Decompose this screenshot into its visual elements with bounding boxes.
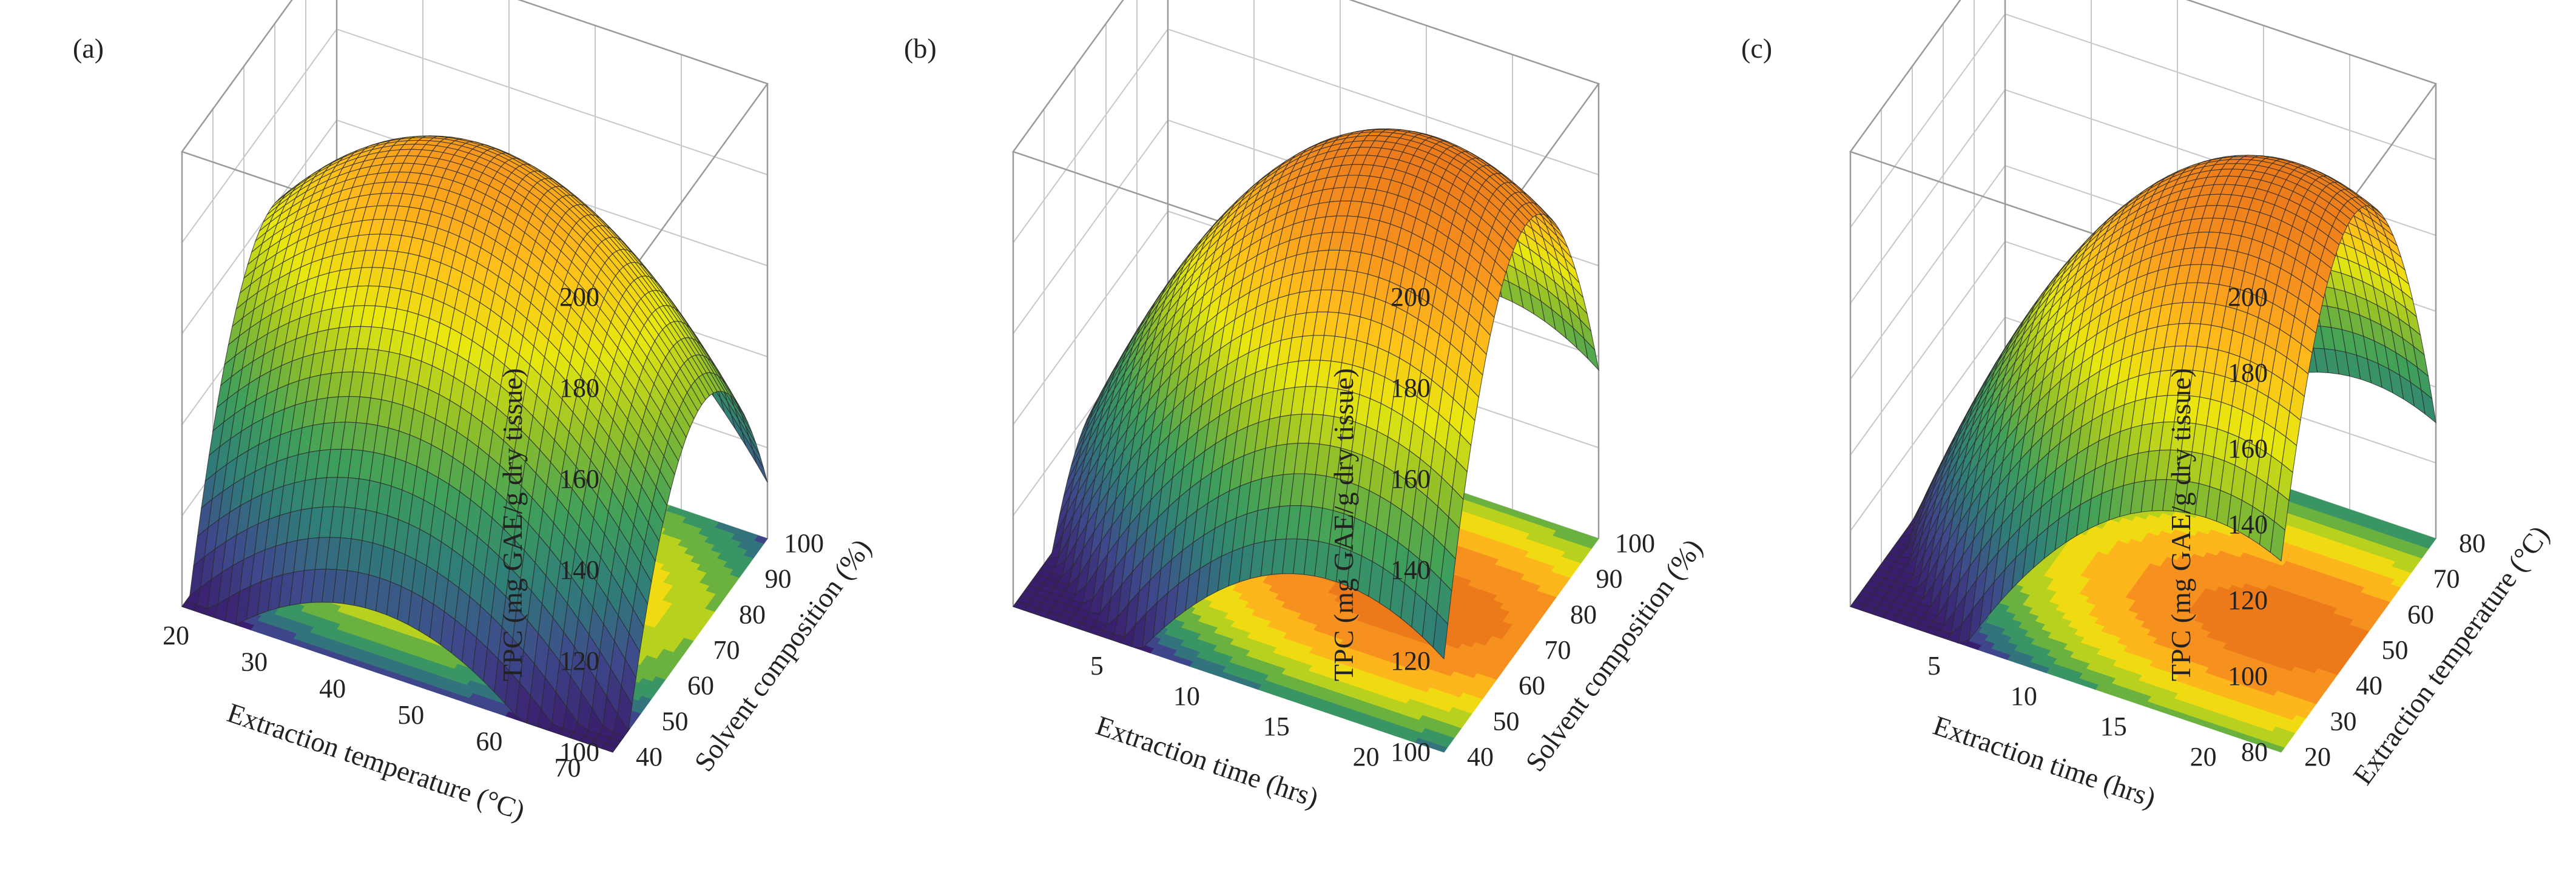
chart-panel-2: 100 120 140 160 180 200 TPC (mg GAE/g dry tiss…	[904, 0, 1708, 813]
x-tick-label: 20	[163, 621, 189, 650]
y-tick-label: 50	[662, 706, 689, 736]
z-tick-label: 120	[2228, 585, 2268, 615]
x-tick-label: 15	[1263, 712, 1290, 741]
z-axis: 100 120 140 160 180 200 TPC (mg GAE/g dry tiss…	[497, 282, 599, 767]
y-tick-label: 60	[687, 671, 714, 701]
surface-mesh	[1850, 155, 2436, 644]
y-tick-label: 70	[2433, 564, 2460, 594]
z-tick-label: 100	[2228, 661, 2268, 691]
z-tick-label: 160	[2228, 434, 2268, 463]
x-tick-label: 5	[1927, 651, 1941, 681]
surface-mesh	[181, 135, 768, 753]
z-tick-label: 140	[2228, 510, 2268, 539]
chart-panel-1: 100 120 140 160 180 200 TPC (mg GAE/g dry tiss…	[73, 0, 877, 826]
y-tick-label: 40	[2356, 671, 2382, 701]
y-tick-label: 80	[2459, 528, 2486, 558]
z-tick-label: 100	[559, 737, 599, 767]
x-tick-label: 30	[241, 647, 268, 677]
z-tick-label: 140	[1391, 555, 1431, 585]
y-tick-label: 20	[2304, 742, 2331, 772]
y-tick-label: 60	[2407, 599, 2434, 629]
y-tick-label: 90	[765, 564, 792, 594]
z-tick-label: 200	[559, 282, 599, 312]
box-top	[1849, 0, 2438, 298]
y-tick-label: 50	[2382, 635, 2409, 665]
y-tick-label: 40	[1467, 742, 1494, 772]
x-tick-label: 10	[1173, 681, 1200, 711]
z-tick-label: 200	[1391, 282, 1431, 312]
x-tick-label: 50	[397, 700, 424, 730]
chart-panel-3: 80 100 120 140 160 180 200 TPC (mg GAE/g dry ti…	[1741, 0, 2555, 813]
x-tick-label: 5	[1090, 651, 1104, 681]
box-top	[1011, 0, 1600, 298]
z-tick-label: 200	[2228, 282, 2268, 312]
panel-label: (b)	[904, 33, 937, 64]
z-tick-label: 120	[1391, 646, 1431, 676]
y-tick-label: 100	[784, 528, 824, 558]
z-tick-label: 120	[559, 646, 599, 676]
y-tick-label: 60	[1519, 671, 1545, 701]
z-tick-label: 180	[559, 373, 599, 403]
x-axis-label: Extraction temperature (°C)	[223, 697, 528, 826]
panel-label: (c)	[1741, 33, 1772, 64]
z-tick-label: 180	[2228, 358, 2268, 388]
z-axis-label: TPC (mg GAE/g dry tissue)	[1328, 368, 1359, 681]
z-tick-label: 160	[559, 464, 599, 494]
x-tick-label: 60	[476, 727, 502, 756]
panel-label: (a)	[73, 33, 104, 64]
z-axis-label: TPC (mg GAE/g dry tissue)	[2165, 368, 2196, 681]
y-tick-label: 70	[713, 635, 740, 665]
y-tick-label: 100	[1615, 528, 1655, 558]
z-tick-label: 140	[559, 555, 599, 585]
x-tick-label: 10	[2011, 681, 2037, 711]
x-tick-label: 20	[2190, 742, 2217, 772]
z-tick-label: 100	[1391, 737, 1431, 767]
z-axis-label: TPC (mg GAE/g dry tissue)	[497, 368, 528, 681]
y-tick-label: 80	[739, 599, 766, 629]
x-tick-label: 40	[319, 673, 346, 703]
grid-line	[1850, 0, 2436, 152]
z-axis: 100 120 140 160 180 200 TPC (mg GAE/g dry tiss…	[1328, 282, 1431, 767]
z-tick-label: 180	[1391, 373, 1431, 403]
y-tick-label: 30	[2330, 706, 2357, 736]
y-tick-label: 70	[1545, 635, 1571, 665]
y-tick-label: 50	[1493, 706, 1520, 736]
z-tick-label: 80	[2241, 737, 2268, 767]
z-axis: 80 100 120 140 160 180 200 TPC (mg GAE/g dry ti…	[2165, 282, 2268, 767]
y-tick-label: 80	[1570, 599, 1597, 629]
x-tick-label: 15	[2100, 712, 2127, 741]
surface-mesh	[1013, 128, 1599, 660]
x-tick-label: 20	[1353, 742, 1380, 772]
x-tick-label: 70	[554, 753, 581, 783]
y-tick-label: 40	[636, 742, 663, 772]
y-tick-label: 90	[1596, 564, 1623, 594]
z-tick-label: 160	[1391, 464, 1431, 494]
